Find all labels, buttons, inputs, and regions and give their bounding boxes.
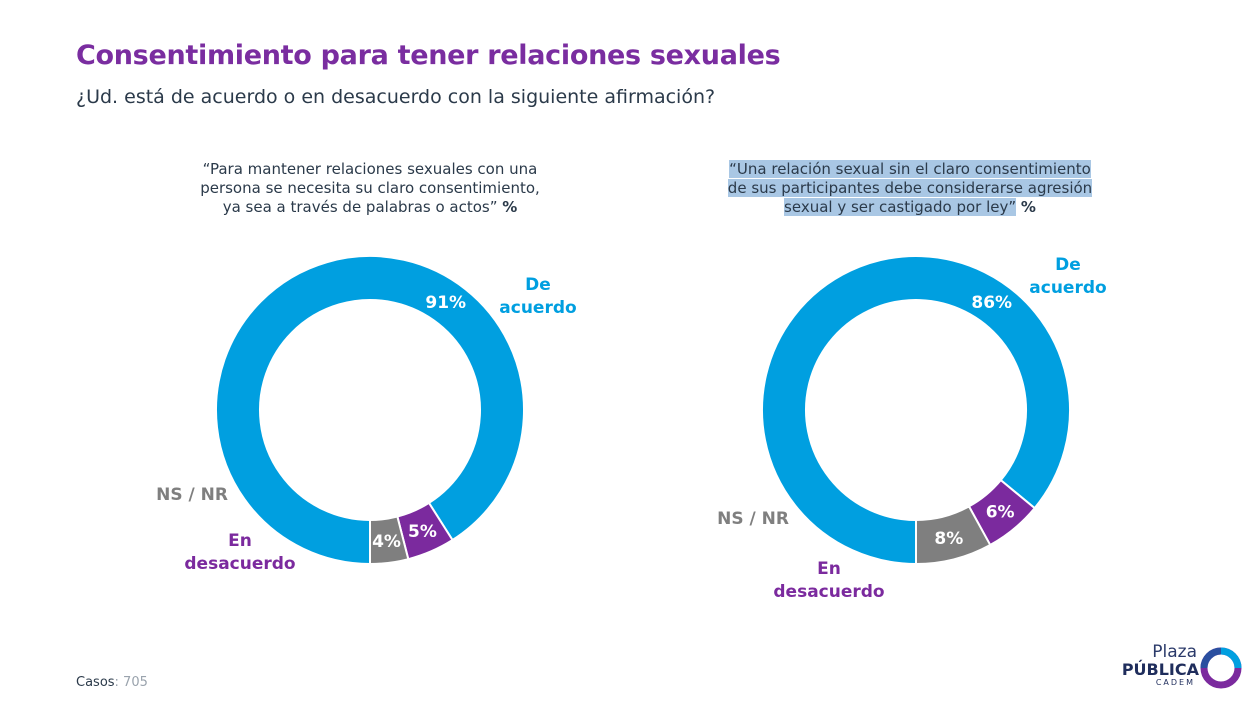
question-2: “Una relación sexual sin el claro consen… bbox=[700, 160, 1120, 217]
donut-1-slice-nsnr bbox=[369, 515, 410, 566]
question-2-line-3: sexual y ser castigado por ley” bbox=[784, 198, 1017, 216]
question-2-line-2: de sus participantes debe considerarse a… bbox=[727, 179, 1093, 197]
plaza-publica-logo: Plaza PÚBLICA CADEM bbox=[1120, 640, 1245, 692]
donut-2-value-label-nsnr: 8% bbox=[934, 529, 963, 549]
donut-1-value-label-disagree: 5% bbox=[408, 522, 437, 542]
question-1-line-2: persona se necesita su claro consentimie… bbox=[200, 179, 540, 197]
page-title: Consentimiento para tener relaciones sex… bbox=[76, 40, 781, 71]
logo-swirl-icon bbox=[1200, 647, 1242, 689]
donut-1-slice-agree bbox=[215, 255, 525, 566]
logo-line-2: PÚBLICA bbox=[1121, 660, 1199, 679]
question-1-pct-mark: % bbox=[502, 198, 518, 216]
logo-line-1: Plaza bbox=[1152, 642, 1197, 662]
donut-2-category-label-disagree: En desacuerdo bbox=[773, 559, 884, 602]
donut-2-category-label-nsnr: NS / NR bbox=[717, 509, 789, 529]
donut-1-value-label-agree: 91% bbox=[425, 293, 466, 313]
question-1-line-3: ya sea a través de palabras o actos” bbox=[222, 198, 498, 216]
casos-value: : 705 bbox=[114, 675, 148, 690]
donut-2-value-label-agree: 86% bbox=[971, 293, 1012, 313]
logo-line-3: CADEM bbox=[1155, 678, 1195, 687]
donut-2-value-label-disagree: 6% bbox=[986, 503, 1015, 523]
casos-label: Casos bbox=[76, 675, 115, 690]
question-2-pct-mark: % bbox=[1020, 198, 1036, 216]
donut-1-category-label-nsnr: NS / NR bbox=[156, 485, 228, 505]
casos-footnote: Casos: 705 bbox=[76, 675, 148, 690]
question-1-line-1: “Para mantener relaciones sexuales con u… bbox=[202, 160, 538, 178]
page-subtitle: ¿Ud. está de acuerdo o en desacuerdo con… bbox=[76, 86, 716, 108]
donut-2-slice-nsnr bbox=[915, 505, 992, 566]
donut-1-category-label-agree: De acuerdo bbox=[499, 275, 576, 318]
donut-2-category-label-agree: De acuerdo bbox=[1029, 255, 1106, 298]
question-2-line-1: “Una relación sexual sin el claro consen… bbox=[729, 160, 1091, 178]
donut-2-slice-agree bbox=[761, 255, 1071, 566]
donut-1-category-label-disagree: En desacuerdo bbox=[184, 531, 295, 574]
question-1: “Para mantener relaciones sexuales con u… bbox=[168, 160, 572, 217]
donut-1-value-label-nsnr: 4% bbox=[372, 532, 401, 552]
